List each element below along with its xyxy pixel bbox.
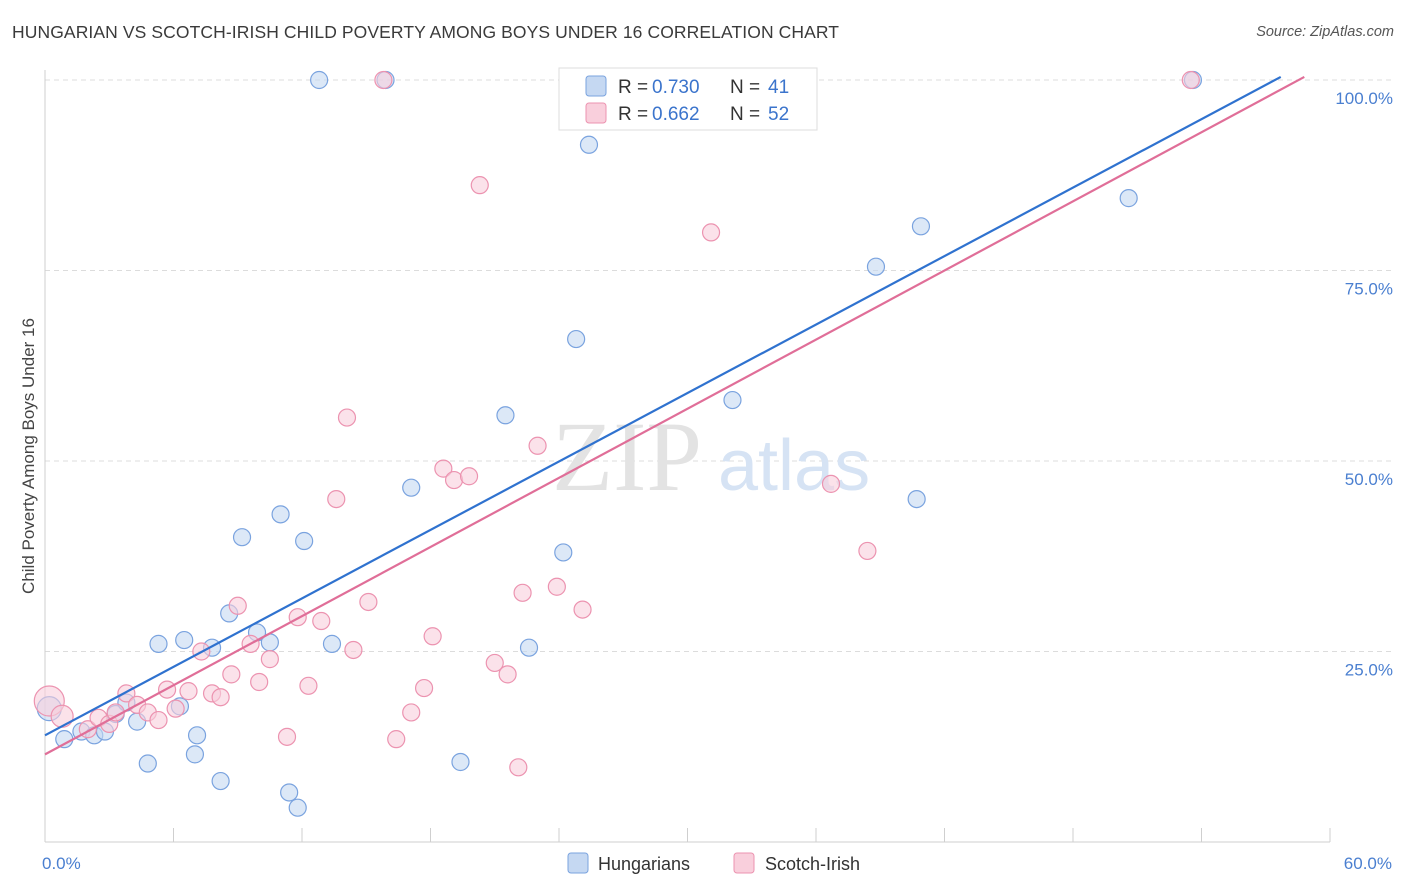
stats-legend-r-value-2: 0.662 bbox=[652, 104, 700, 125]
hungarians-point bbox=[567, 329, 586, 349]
scotch-irish-point bbox=[528, 436, 547, 455]
scotch-irish-point bbox=[573, 600, 592, 619]
stats-legend-n-value-1: 41 bbox=[768, 77, 789, 98]
scotch-irish-point bbox=[459, 467, 479, 486]
scotch-irish-point bbox=[359, 592, 378, 612]
scotch-irish-point bbox=[222, 665, 241, 684]
legend-swatch-hungarians bbox=[567, 852, 589, 874]
hungarians-point bbox=[187, 726, 207, 745]
watermark: ZIP atlas bbox=[552, 401, 870, 512]
trend-line-hungarians bbox=[44, 75, 1282, 737]
scotch-irish-point bbox=[250, 672, 269, 692]
stats-legend-n-label-2: N = bbox=[730, 104, 760, 125]
chart-title: HUNGARIAN VS SCOTCH-IRISH CHILD POVERTY … bbox=[12, 22, 840, 42]
watermark-zip: ZIP bbox=[552, 401, 702, 512]
hungarians-point bbox=[310, 70, 329, 90]
trend-line-scotch-irish bbox=[44, 75, 1305, 756]
scotch-irish-point bbox=[337, 408, 357, 427]
legend-label-hungarians: Hungarians bbox=[598, 854, 690, 874]
scotch-irish-point bbox=[821, 474, 841, 493]
y-tick-label: 50.0% bbox=[1345, 470, 1393, 489]
scotch-irish-point bbox=[485, 653, 504, 673]
hungarians-point bbox=[907, 490, 926, 509]
scotch-irish-point bbox=[166, 699, 185, 718]
hungarians-point bbox=[288, 798, 307, 817]
scotch-irish-point bbox=[509, 758, 528, 777]
source-label: Source: ZipAtlas.com bbox=[1256, 24, 1394, 40]
legend-swatch-scotch-irish bbox=[733, 852, 755, 874]
stats-legend-swatch-hungarians bbox=[585, 75, 607, 97]
hungarians-point bbox=[911, 217, 931, 236]
hungarians-point bbox=[138, 754, 157, 773]
grid-lines bbox=[45, 79, 1392, 652]
scotch-irish-point bbox=[50, 704, 74, 728]
scotch-irish-point bbox=[299, 676, 318, 695]
hungarians-point bbox=[402, 478, 421, 497]
hungarians-point bbox=[280, 783, 299, 802]
hungarians-point bbox=[149, 634, 168, 653]
y-tick-labels: 100.0% 75.0% 50.0% 25.0% bbox=[1335, 89, 1393, 680]
hungarians-point bbox=[232, 528, 252, 547]
scotch-irish-point bbox=[434, 459, 453, 478]
hungarians-point bbox=[1119, 189, 1138, 208]
scotch-irish-point bbox=[402, 703, 421, 722]
hungarians-point bbox=[175, 630, 194, 650]
scotch-irish-point bbox=[374, 70, 393, 90]
y-axis-label: Child Poverty Among Boys Under 16 bbox=[19, 318, 38, 594]
hungarians-point bbox=[519, 638, 539, 657]
legend-label-scotch-irish: Scotch-Irish bbox=[765, 854, 860, 874]
scotch-irish-point bbox=[701, 223, 721, 242]
scotch-irish-point bbox=[312, 611, 331, 631]
scotch-irish-point bbox=[228, 596, 247, 615]
hungarians-point bbox=[295, 531, 314, 551]
stats-legend-n-label-1: N = bbox=[730, 77, 760, 98]
watermark-atlas: atlas bbox=[718, 426, 870, 506]
scotch-irish-point bbox=[1181, 70, 1200, 90]
stats-legend-r-value-1: 0.730 bbox=[652, 77, 700, 98]
scotch-irish-point bbox=[414, 678, 434, 698]
hungarians-point bbox=[866, 257, 886, 276]
hungarians-point bbox=[322, 634, 342, 653]
hungarians-point bbox=[496, 406, 515, 425]
stats-legend: R = 0.730 N = 41 R = 0.662 N = 52 bbox=[558, 67, 818, 131]
scotch-irish-point bbox=[858, 541, 877, 561]
hungarians-point bbox=[451, 752, 470, 772]
scotch-irish-point bbox=[327, 490, 346, 509]
stats-legend-n-value-2: 52 bbox=[768, 104, 789, 125]
scotch-irish-point bbox=[444, 470, 464, 490]
hungarians-point bbox=[579, 135, 599, 154]
x-tick-label-max: 60.0% bbox=[1344, 854, 1392, 873]
scotch-irish-point bbox=[387, 730, 406, 749]
scotch-irish-point bbox=[344, 640, 363, 660]
y-tick-label: 100.0% bbox=[1335, 89, 1393, 108]
scotch-irish-point bbox=[498, 665, 517, 684]
scotch-irish-point bbox=[423, 627, 442, 646]
scotch-irish-point bbox=[547, 577, 566, 596]
scotch-irish-points bbox=[33, 70, 1200, 777]
scotch-irish-point bbox=[277, 727, 297, 746]
hungarians-point bbox=[185, 745, 205, 764]
series-legend: Hungarians Scotch-Irish bbox=[567, 852, 860, 874]
hungarians-point bbox=[554, 543, 573, 562]
stats-legend-r-label-1: R = bbox=[618, 77, 648, 98]
scotch-irish-point bbox=[211, 688, 230, 707]
hungarians-point bbox=[271, 505, 290, 524]
y-tick-label: 75.0% bbox=[1345, 280, 1393, 299]
scotch-irish-point bbox=[260, 650, 279, 669]
y-tick-label: 25.0% bbox=[1345, 661, 1393, 680]
scotch-irish-point bbox=[179, 682, 198, 701]
stats-legend-r-label-2: R = bbox=[618, 104, 648, 125]
stats-legend-swatch-scotch-irish bbox=[585, 102, 607, 124]
scotch-irish-point bbox=[149, 710, 168, 730]
scotch-irish-point bbox=[470, 176, 489, 195]
scotch-irish-point bbox=[513, 583, 532, 602]
x-tick-label-min: 0.0% bbox=[42, 854, 81, 873]
hungarians-point bbox=[723, 390, 742, 410]
trend-lines bbox=[44, 75, 1305, 756]
hungarians-point bbox=[211, 771, 230, 791]
